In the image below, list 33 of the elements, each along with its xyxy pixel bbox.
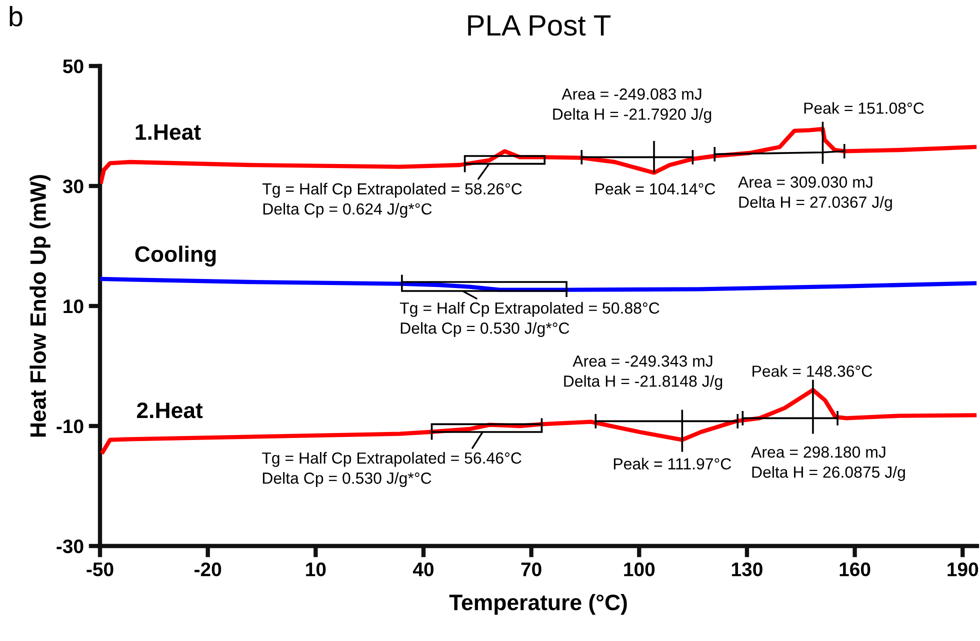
y-tick-label: -10	[56, 419, 84, 434]
x-tick-label: 70	[521, 562, 542, 576]
y-tick-label: 10	[64, 299, 84, 314]
annotation: Area = 309.030 mJ Delta H = 27.0367 J/g	[738, 176, 892, 211]
annotation: Tg = Half Cp Extrapolated = 58.26°C Delta Cp = 0.624 J/g*°C	[262, 182, 522, 218]
y-tick-label: 50	[63, 59, 84, 74]
x-tick-label: -20	[194, 562, 222, 576]
x-tick-label: 160	[840, 562, 870, 576]
annotation: Peak = 148.36°C	[752, 365, 872, 377]
annotation: Tg = Half Cp Extrapolated = 56.46°C Delta Cp = 0.530 J/g*°C	[262, 452, 522, 487]
y-tick-label: -30	[56, 539, 84, 554]
x-axis-title: Temperature (°C)	[449, 594, 627, 615]
y-axis-title: Heat Flow Endo Up (mW)	[30, 175, 50, 437]
series-label: 2.Heat	[136, 402, 203, 418]
x-tick-label: 130	[732, 562, 762, 576]
annotation: Area = -249.343 mJ Delta H = -21.8148 J/g	[564, 355, 722, 390]
annotation: Tg = Half Cp Extrapolated = 50.88°C Delta Cp = 0.530 J/g*°C	[400, 302, 660, 337]
chart-title: PLA Post T	[468, 15, 611, 36]
x-tick-label: 10	[306, 562, 326, 576]
y-tick-label: 30	[62, 179, 84, 194]
series-label: Cooling	[135, 246, 216, 266]
annotation: Area = 298.180 mJ Delta H = 26.0875 J/g	[751, 446, 905, 481]
annotation: Peak = 111.97°C	[614, 458, 732, 470]
annotation: Peak = 104.14°C	[596, 182, 716, 195]
x-tick-label: 100	[624, 562, 655, 576]
x-tick-label: -50	[86, 562, 114, 576]
x-tick-label: 190	[948, 562, 978, 576]
line-series	[100, 276, 977, 292]
text: b	[10, 6, 22, 26]
x-tick-label: 40	[412, 562, 434, 576]
annotation: Peak = 151.08°C	[804, 102, 924, 114]
series-label: 1.Heat	[136, 124, 201, 140]
annotation: Area = -249.083 mJ Delta H = -21.7920 J/g	[553, 88, 712, 123]
